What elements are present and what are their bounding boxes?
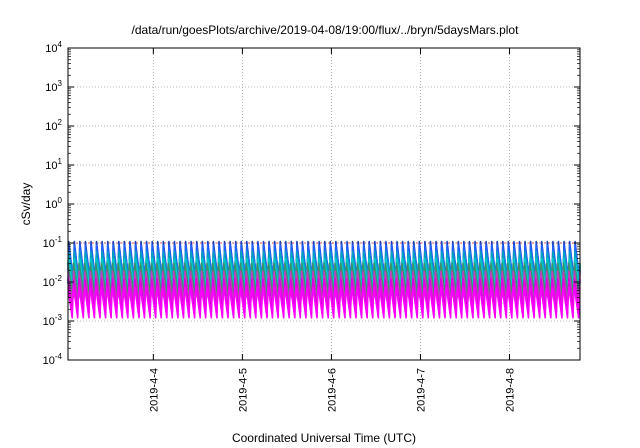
y-tick-label: 10-2 bbox=[43, 274, 63, 289]
y-tick-label: 100 bbox=[45, 196, 62, 211]
series-group bbox=[67, 240, 581, 319]
y-tick-label: 10-4 bbox=[43, 352, 63, 367]
y-tick-label: 101 bbox=[45, 157, 62, 172]
x-tick-label: 2019-4-5 bbox=[237, 368, 249, 412]
series-line bbox=[67, 286, 581, 319]
y-tick-label: 102 bbox=[45, 118, 62, 133]
series-line bbox=[67, 262, 581, 299]
x-tick-label: 2019-4-6 bbox=[326, 368, 338, 412]
x-axis-ticks: 2019-4-4 2019-4-5 2019-4-6 2019-4-7 2019-4-8 bbox=[148, 48, 517, 412]
y-tick-label: 10-1 bbox=[43, 235, 63, 250]
y-axis-label: cSv/day bbox=[19, 183, 33, 226]
y-tick-label: 103 bbox=[45, 79, 62, 94]
grid-lines bbox=[68, 48, 580, 360]
x-tick-label: 2019-4-4 bbox=[148, 368, 160, 412]
series-line bbox=[67, 270, 581, 303]
x-tick-label: 2019-4-7 bbox=[415, 368, 427, 412]
y-tick-label: 10-3 bbox=[43, 313, 63, 328]
y-tick-label: 104 bbox=[45, 40, 62, 55]
x-tick-label: 2019-4-8 bbox=[505, 368, 517, 412]
x-axis-label: Coordinated Universal Time (UTC) bbox=[232, 431, 416, 445]
y-axis-ticks: 104 103 102 101 100 10-1 10-2 10-3 10-4 bbox=[43, 40, 580, 367]
chart-title: /data/run/goesPlots/archive/2019-04-08/1… bbox=[132, 23, 520, 37]
